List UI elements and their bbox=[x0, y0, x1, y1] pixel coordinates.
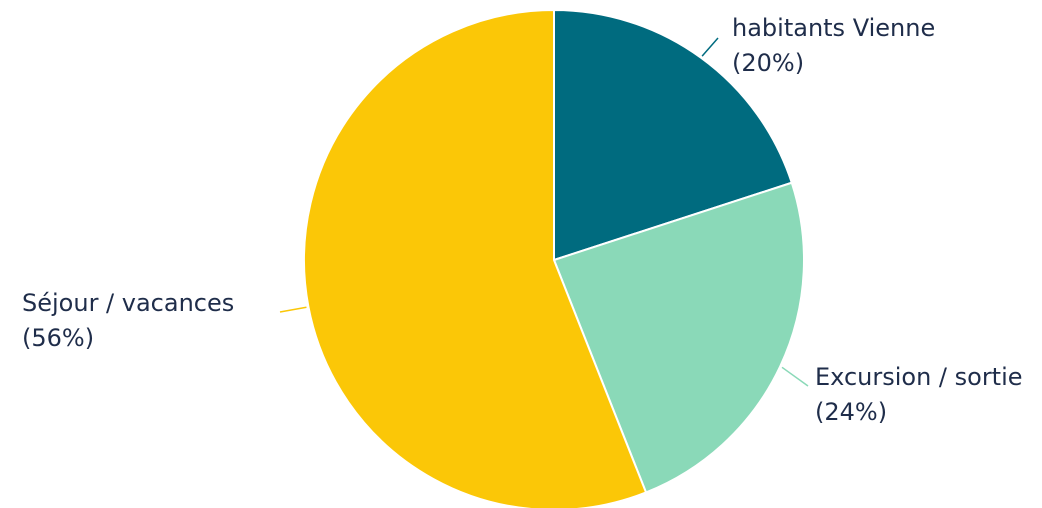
pie-slices bbox=[302, 9, 805, 508]
leader-line-habitants-vienne bbox=[701, 37, 719, 57]
leader-line-sejour-vacances bbox=[279, 306, 307, 313]
slice-pct-sejour-vacances: (56%) bbox=[22, 324, 94, 352]
pie-slice-excursion-sortie bbox=[553, 181, 805, 494]
leader-line-excursion-sortie bbox=[781, 366, 809, 387]
slice-label-habitants-vienne: habitants Vienne bbox=[732, 14, 935, 42]
pie-slice-habitants-vienne bbox=[553, 9, 793, 261]
slice-label-excursion-sortie: Excursion / sortie bbox=[815, 363, 1023, 391]
slice-label-sejour-vacances: Séjour / vacances bbox=[22, 289, 234, 317]
slice-pct-habitants-vienne: (20%) bbox=[732, 49, 804, 77]
slice-pct-excursion-sortie: (24%) bbox=[815, 398, 887, 426]
leader-lines bbox=[279, 37, 809, 387]
